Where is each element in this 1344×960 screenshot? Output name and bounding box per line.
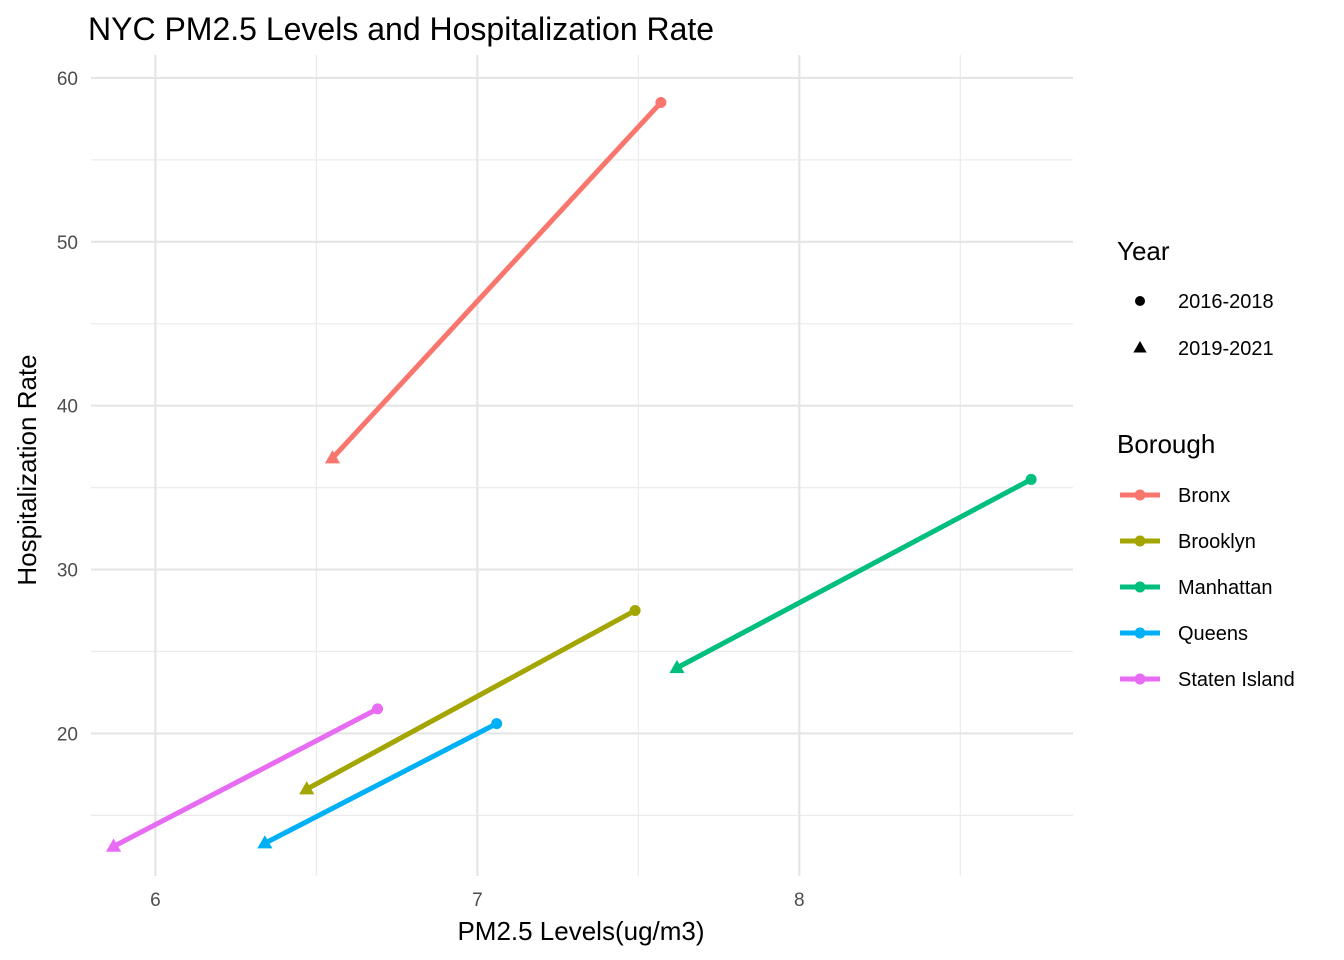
series-line-manhattan — [675, 477, 1033, 671]
y-tick-label: 50 — [57, 233, 78, 254]
point-staten-island-2019-2021 — [105, 838, 122, 852]
legend-label-year: 2016-2018 — [1178, 291, 1274, 313]
legend-key-point-queens — [1134, 627, 1146, 639]
point-brooklyn-2016-2018 — [629, 605, 641, 617]
x-tick-label: 7 — [472, 890, 483, 911]
point-staten-island-2016-2018 — [372, 703, 384, 715]
x-tick-label: 8 — [794, 890, 805, 911]
legend-label-manhattan: Manhattan — [1178, 577, 1273, 599]
point-bronx-2016-2018 — [655, 97, 667, 109]
legend-shape-triangle — [1133, 341, 1147, 353]
point-bronx-2019-2021 — [324, 450, 341, 464]
y-tick-label: 20 — [57, 724, 78, 745]
series-line-brooklyn — [305, 608, 637, 792]
legend-label-brooklyn: Brooklyn — [1178, 531, 1256, 553]
legend-label-staten-island: Staten Island — [1178, 669, 1295, 691]
point-queens-2016-2018 — [491, 718, 503, 730]
legend-label-queens: Queens — [1178, 623, 1248, 645]
y-axis-title: Hospitalization Rate — [12, 354, 42, 585]
point-queens-2019-2021 — [257, 835, 273, 849]
series-layer — [105, 97, 1037, 852]
legend-title-borough: Borough — [1117, 429, 1215, 459]
chart-title: NYC PM2.5 Levels and Hospitalization Rat… — [88, 11, 714, 47]
grid — [91, 55, 1073, 876]
point-brooklyn-2019-2021 — [299, 781, 315, 795]
x-tick-label: 6 — [150, 890, 161, 911]
series-line-bronx — [330, 100, 663, 460]
legend-key-point-bronx — [1134, 489, 1146, 501]
axes: 6 7 8 20 30 40 50 60 — [57, 69, 805, 911]
y-tick-label: 60 — [57, 69, 78, 90]
legend-label-bronx: Bronx — [1178, 485, 1230, 507]
legend-key-point-brooklyn — [1134, 535, 1146, 547]
y-tick-label: 30 — [57, 561, 78, 582]
legend-key-point-staten-island — [1134, 673, 1146, 685]
legend-label-year: 2019-2021 — [1178, 338, 1274, 360]
legend-title-year: Year — [1117, 236, 1170, 266]
series-line-staten-island — [112, 706, 379, 849]
legend-key-point-manhattan — [1134, 581, 1146, 593]
x-axis-title: PM2.5 Levels(ug/m3) — [457, 916, 704, 946]
y-tick-label: 40 — [57, 397, 78, 418]
point-manhattan-2019-2021 — [669, 659, 685, 674]
legend: Year 2016-2018 2019-2021 Borough Bronx Brookl… — [1117, 236, 1295, 691]
legend-shape-circle — [1135, 296, 1145, 306]
point-manhattan-2016-2018 — [1025, 473, 1037, 485]
series-line-queens — [263, 721, 498, 846]
